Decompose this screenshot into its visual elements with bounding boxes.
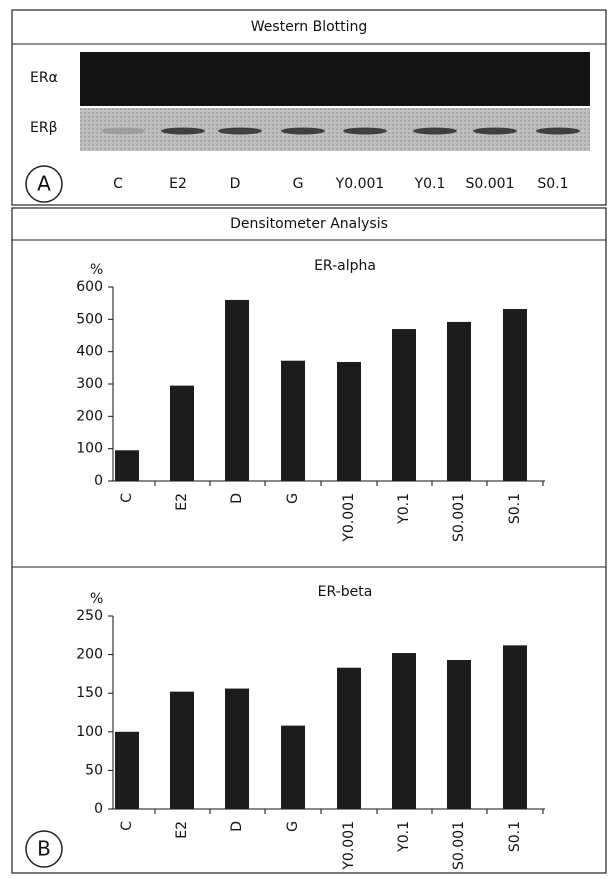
y-tick-label: 400: [76, 344, 103, 360]
x-tick-label: G: [285, 821, 301, 832]
x-tick-label: Y0.001: [341, 821, 357, 871]
chart-title: ER-alpha: [314, 258, 376, 274]
er-beta-band: [413, 128, 457, 135]
lane-label: D: [230, 176, 241, 192]
y-tick-label: 0: [94, 473, 103, 489]
er-beta-band: [473, 128, 517, 135]
bar: [115, 450, 139, 481]
lane-label: S0.1: [537, 176, 568, 192]
bar: [225, 689, 249, 809]
x-tick-label: D: [229, 493, 245, 504]
panel-label: B: [37, 837, 51, 861]
bar: [447, 660, 471, 809]
x-tick-label: C: [119, 493, 135, 503]
lane-label: E2: [169, 176, 187, 192]
bar: [392, 329, 416, 481]
bar: [337, 668, 361, 809]
er-beta-band: [218, 128, 262, 135]
bar: [447, 322, 471, 481]
x-tick-label: Y0.001: [341, 493, 357, 543]
lane-label: C: [113, 176, 123, 192]
x-tick-label: E2: [174, 493, 190, 511]
y-tick-label: 200: [76, 647, 103, 663]
er-beta-band: [101, 128, 145, 135]
x-tick-label: Y0.1: [396, 493, 412, 525]
figure: Western Blotting ERα ERβ A Densitometer …: [0, 0, 616, 879]
row-label: ERβ: [30, 120, 58, 136]
bar: [225, 300, 249, 481]
x-tick-label: S0.001: [451, 493, 467, 542]
lane-label: S0.001: [466, 176, 515, 192]
er-alpha-band: [80, 52, 590, 106]
lane-label: Y0.001: [335, 176, 385, 192]
y-tick-label: 250: [76, 608, 103, 624]
x-tick-label: G: [285, 493, 301, 504]
x-tick-label: S0.1: [507, 821, 523, 852]
chart-title: ER-beta: [318, 584, 373, 600]
y-axis-label: %: [90, 262, 103, 278]
x-tick-label: S0.001: [451, 821, 467, 870]
x-tick-label: E2: [174, 821, 190, 839]
y-tick-label: 200: [76, 408, 103, 424]
er-beta-band: [536, 128, 580, 135]
y-tick-label: 300: [76, 376, 103, 392]
y-tick-label: 600: [76, 279, 103, 295]
blot-title: Western Blotting: [251, 19, 368, 35]
bar: [392, 653, 416, 809]
bar: [503, 309, 527, 481]
er-beta-band: [161, 128, 205, 135]
analysis-title: Densitometer Analysis: [230, 216, 388, 232]
bar: [337, 362, 361, 481]
x-tick-label: S0.1: [507, 493, 523, 524]
y-tick-label: 150: [76, 685, 103, 701]
lane-label: G: [293, 176, 304, 192]
y-tick-label: 100: [76, 724, 103, 740]
panel-label: A: [37, 172, 51, 196]
bar: [115, 732, 139, 809]
x-tick-label: C: [119, 821, 135, 831]
y-tick-label: 500: [76, 311, 103, 327]
bar: [170, 386, 194, 481]
er-beta-band: [281, 128, 325, 135]
bar: [281, 361, 305, 481]
er-beta-band: [343, 128, 387, 135]
x-tick-label: Y0.1: [396, 821, 412, 853]
blot-frame: [12, 10, 606, 205]
lane-label: Y0.1: [414, 176, 446, 192]
bar: [503, 645, 527, 809]
y-tick-label: 0: [94, 801, 103, 817]
bar: [281, 726, 305, 809]
y-tick-label: 50: [85, 762, 103, 778]
bar: [170, 692, 194, 809]
y-tick-label: 100: [76, 441, 103, 457]
row-label: ERα: [30, 70, 58, 86]
x-tick-label: D: [229, 821, 245, 832]
y-axis-label: %: [90, 591, 103, 607]
